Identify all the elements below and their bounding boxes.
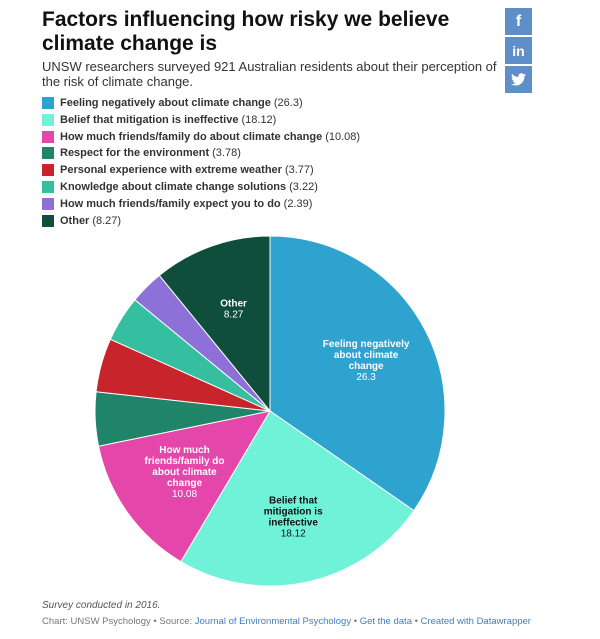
legend-swatch: [42, 197, 54, 210]
legend-swatch: [42, 130, 54, 143]
legend-item: Belief that mitigation is ineffective (18…: [42, 112, 360, 128]
slice-label: ineffective: [268, 517, 318, 528]
footnote: Survey conducted in 2016.: [42, 600, 161, 611]
legend-swatch: [42, 97, 54, 109]
legend-swatch: [42, 214, 54, 227]
legend-value: (26.3): [273, 97, 303, 109]
legend-label: Knowledge about climate change solutions: [60, 180, 287, 193]
pie-slice: [158, 235, 271, 413]
legend-value: (3.78): [212, 147, 241, 160]
separator: •: [153, 616, 157, 627]
pie-slice: [97, 410, 272, 563]
twitter-icon: [511, 73, 526, 86]
chart-credit: Chart: UNSW Psychology: [42, 616, 151, 627]
legend-item: Knowledge about climate change solutions…: [42, 179, 360, 195]
slice-label: Feeling negatively: [323, 339, 410, 350]
legend-item: Other (8.27): [42, 213, 360, 229]
linkedin-share-button[interactable]: in: [505, 37, 532, 64]
legend-item: Respect for the environment (3.78): [42, 145, 360, 161]
legend-item: Feeling negatively about climate change(…: [42, 95, 360, 111]
legend-swatch: [42, 113, 54, 126]
slice-label: about climate: [152, 467, 217, 478]
slice-value-label: 18.12: [281, 528, 306, 539]
slice-label: friends/family do: [145, 456, 225, 467]
legend-label: How much friends/family expect you to do: [60, 197, 281, 210]
pie-slice: [180, 410, 415, 587]
legend-swatch: [42, 164, 54, 177]
legend-label: How much friends/family do about climate…: [60, 130, 323, 143]
chart-subtitle: UNSW researchers surveyed 921 Australian…: [42, 59, 497, 89]
slice-label: Other: [220, 298, 247, 309]
source-line: Chart: UNSW Psychology • Source: Journal…: [42, 616, 531, 627]
legend-label: Other: [60, 214, 90, 227]
slice-label: about climate: [334, 350, 399, 361]
source-prefix: Source:: [159, 616, 193, 627]
facebook-icon: f: [515, 12, 522, 30]
legend-value: (8.27): [92, 214, 122, 227]
legend-label: Respect for the environment: [60, 147, 210, 160]
legend-value: (2.39): [283, 197, 313, 210]
legend-label: Personal experience with extreme weather: [60, 164, 282, 177]
get-data-link[interactable]: Get the data: [359, 616, 412, 627]
slice-label: How much: [159, 445, 210, 456]
linkedin-icon: in: [512, 42, 525, 59]
legend-item: How much friends/family expect you to do…: [42, 196, 360, 212]
chart-title: Factors influencing how risky we believe…: [42, 8, 450, 55]
legend-item: How much friends/family do about climate…: [42, 129, 360, 145]
legend-value: (3.22): [289, 180, 318, 193]
pie-slice: [269, 235, 446, 512]
legend-label: Feeling negatively about climate change: [60, 97, 271, 109]
slice-value-label: 8.27: [224, 309, 244, 320]
legend-value: (18.12): [241, 113, 277, 126]
twitter-share-button[interactable]: [505, 66, 532, 93]
datawrapper-link[interactable]: Created with Datawrapper: [420, 616, 531, 627]
source-link[interactable]: Journal of Environmental Psychology: [194, 616, 352, 627]
legend-item: Personal experience with extreme weather…: [42, 162, 360, 178]
legend-value: (10.08): [325, 130, 361, 143]
slice-value-label: 10.08: [172, 489, 197, 500]
legend-swatch: [42, 180, 54, 193]
separator: •: [353, 616, 358, 627]
slice-label: change: [167, 478, 202, 489]
chart-legend: Feeling negatively about climate change(…: [42, 95, 360, 229]
separator: •: [414, 616, 418, 627]
facebook-share-button[interactable]: f: [505, 8, 532, 35]
slice-label: mitigation is: [264, 506, 323, 517]
slice-label: change: [349, 361, 384, 372]
legend-value: (3.77): [284, 164, 314, 177]
slice-value-label: 26.3: [356, 372, 376, 383]
slice-label: Belief that: [269, 495, 318, 506]
legend-swatch: [42, 147, 54, 160]
legend-label: Belief that mitigation is ineffective: [60, 113, 239, 126]
